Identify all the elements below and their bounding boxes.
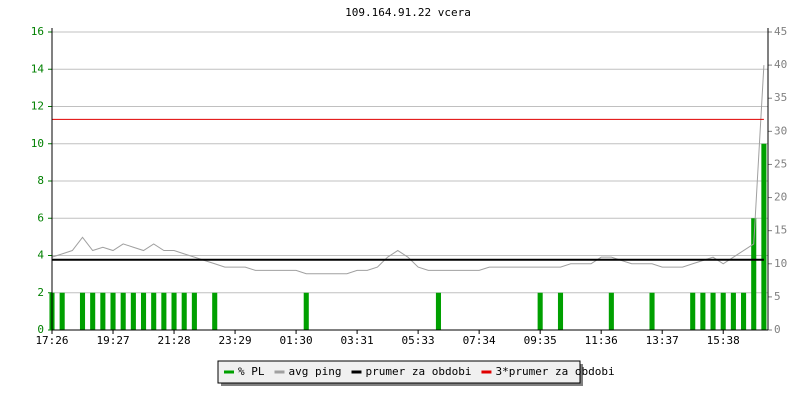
bar bbox=[303, 292, 309, 330]
chart-title: 109.164.91.22 vcera bbox=[345, 6, 471, 19]
x-tick-label: 15:38 bbox=[707, 334, 740, 347]
bar bbox=[212, 292, 218, 330]
legend bbox=[217, 360, 581, 384]
x-tick-label: 09:35 bbox=[524, 334, 557, 347]
bar bbox=[151, 292, 157, 330]
bar bbox=[110, 292, 116, 330]
bar bbox=[100, 292, 106, 330]
bar bbox=[435, 292, 442, 330]
x-tick-label: 17:26 bbox=[35, 334, 68, 347]
y-tick-label: 2 bbox=[37, 286, 44, 299]
y-tick-label: 10 bbox=[31, 137, 44, 150]
bar bbox=[710, 292, 716, 330]
y-tick-label: 8 bbox=[37, 174, 44, 187]
y-tick-label: 6 bbox=[37, 211, 44, 224]
bar bbox=[557, 292, 564, 330]
x-tick-label: 21:28 bbox=[157, 334, 190, 347]
y2-tick-label: 30 bbox=[774, 124, 787, 137]
y2-tick-label: 5 bbox=[774, 290, 781, 303]
bar bbox=[741, 292, 747, 330]
legend-label: 3*prumer za obdobi bbox=[495, 365, 614, 378]
y-tick-label: 16 bbox=[31, 25, 44, 38]
bar bbox=[720, 292, 726, 330]
bar bbox=[730, 292, 736, 330]
series-line bbox=[51, 65, 765, 275]
bar bbox=[181, 292, 187, 330]
x-tick-label: 11:36 bbox=[585, 334, 618, 347]
bar bbox=[140, 292, 147, 330]
bar bbox=[537, 292, 543, 330]
bar bbox=[649, 292, 655, 330]
y-tick-label: 0 bbox=[37, 323, 44, 336]
y-tick-label: 14 bbox=[31, 62, 45, 75]
x-tick-label: 05:33 bbox=[402, 334, 435, 347]
bar bbox=[191, 292, 197, 330]
bar bbox=[120, 292, 126, 330]
x-tick-label: 23:29 bbox=[218, 334, 251, 347]
x-tick-label: 01:30 bbox=[280, 334, 313, 347]
y2-tick-label: 15 bbox=[774, 224, 787, 237]
y2-tick-label: 40 bbox=[774, 58, 787, 71]
legend-label: prumer za obdobi bbox=[365, 365, 471, 378]
bar bbox=[608, 292, 614, 330]
bar bbox=[761, 143, 767, 330]
bar bbox=[171, 292, 177, 330]
y-tick-label: 4 bbox=[37, 249, 44, 262]
bar bbox=[130, 292, 136, 330]
bar bbox=[751, 218, 757, 330]
legend-label: % PL bbox=[238, 365, 265, 378]
x-tick-label: 19:27 bbox=[96, 334, 129, 347]
y2-tick-label: 10 bbox=[774, 257, 787, 270]
y2-tick-label: 35 bbox=[774, 91, 787, 104]
x-tick-label: 07:34 bbox=[463, 334, 496, 347]
y2-tick-label: 0 bbox=[774, 323, 781, 336]
bar bbox=[79, 292, 86, 330]
legend-label: avg ping bbox=[289, 365, 342, 378]
y2-tick-label: 25 bbox=[774, 157, 787, 170]
y2-tick-label: 20 bbox=[774, 191, 787, 204]
bar bbox=[161, 292, 167, 330]
x-tick-label: 03:31 bbox=[341, 334, 374, 347]
bar bbox=[700, 292, 706, 330]
bar bbox=[690, 292, 696, 330]
bar bbox=[59, 292, 65, 330]
x-tick-label: 13:37 bbox=[646, 334, 679, 347]
y2-tick-label: 45 bbox=[774, 25, 787, 38]
bar bbox=[90, 292, 96, 330]
y-tick-label: 12 bbox=[31, 100, 44, 113]
